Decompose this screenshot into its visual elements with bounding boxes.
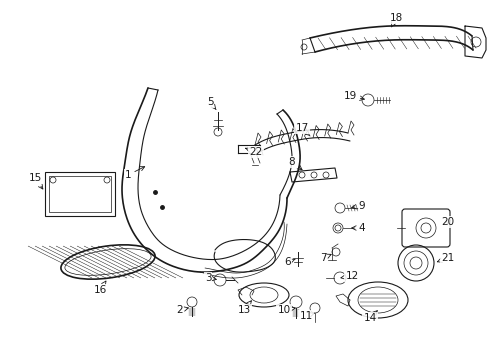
Text: 17: 17 xyxy=(295,123,309,136)
Text: 16: 16 xyxy=(93,281,106,295)
Text: 2: 2 xyxy=(176,305,188,315)
Text: 18: 18 xyxy=(388,13,402,27)
Text: 22: 22 xyxy=(245,147,262,157)
Text: 4: 4 xyxy=(351,223,365,233)
Text: 20: 20 xyxy=(441,217,454,227)
Text: 21: 21 xyxy=(436,253,454,263)
Text: 10: 10 xyxy=(277,305,294,315)
Bar xyxy=(45,172,115,216)
Bar xyxy=(49,176,111,212)
Text: 5: 5 xyxy=(206,97,216,110)
Text: 15: 15 xyxy=(28,173,43,189)
Text: 9: 9 xyxy=(351,201,365,211)
Text: 7: 7 xyxy=(319,253,330,263)
Text: 1: 1 xyxy=(124,167,144,180)
Text: 8: 8 xyxy=(288,157,302,170)
Text: 6: 6 xyxy=(284,257,294,267)
Text: 12: 12 xyxy=(340,271,358,281)
Text: 11: 11 xyxy=(299,311,313,321)
Text: 13: 13 xyxy=(237,301,251,315)
Text: 19: 19 xyxy=(343,91,364,101)
Text: 14: 14 xyxy=(363,311,377,323)
Text: 3: 3 xyxy=(204,273,216,283)
